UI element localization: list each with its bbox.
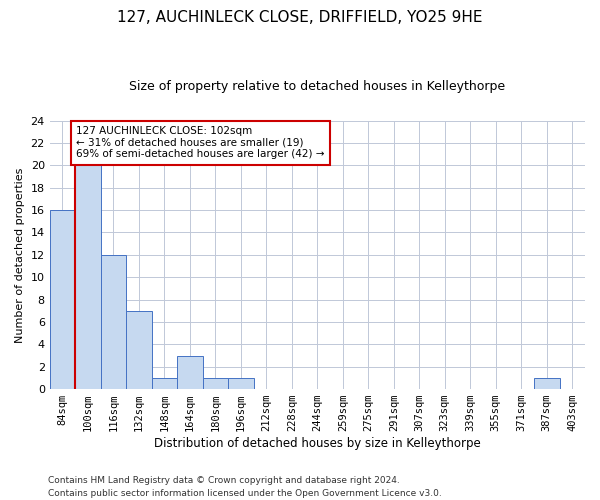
Bar: [50, 210, 75, 389]
Text: 127, AUCHINLECK CLOSE, DRIFFIELD, YO25 9HE: 127, AUCHINLECK CLOSE, DRIFFIELD, YO25 9…: [117, 10, 483, 25]
Bar: [534, 378, 560, 389]
X-axis label: Distribution of detached houses by size in Kelleythorpe: Distribution of detached houses by size …: [154, 437, 481, 450]
Bar: [177, 356, 203, 389]
Title: Size of property relative to detached houses in Kelleythorpe: Size of property relative to detached ho…: [129, 80, 505, 93]
Y-axis label: Number of detached properties: Number of detached properties: [15, 167, 25, 342]
Bar: [152, 378, 177, 389]
Bar: [228, 378, 254, 389]
Bar: [101, 255, 126, 389]
Bar: [75, 166, 101, 389]
Text: Contains HM Land Registry data © Crown copyright and database right 2024.
Contai: Contains HM Land Registry data © Crown c…: [48, 476, 442, 498]
Text: 127 AUCHINLECK CLOSE: 102sqm
← 31% of detached houses are smaller (19)
69% of se: 127 AUCHINLECK CLOSE: 102sqm ← 31% of de…: [76, 126, 325, 160]
Bar: [126, 311, 152, 389]
Bar: [203, 378, 228, 389]
